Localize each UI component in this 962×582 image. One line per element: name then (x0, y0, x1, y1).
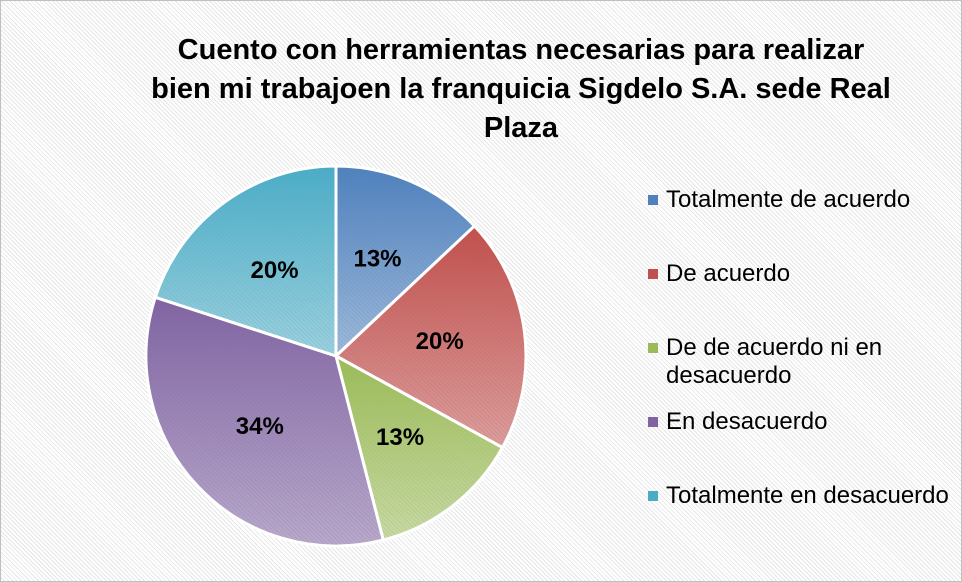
legend: Totalmente de acuerdo De acuerdo De de acu… (646, 186, 951, 510)
legend-item: En desacuerdo (646, 408, 951, 436)
legend-label: En desacuerdo (666, 408, 828, 435)
legend-item: De de acuerdo ni en desacuerdo (646, 334, 951, 390)
legend-label: De de acuerdo ni en desacuerdo (666, 334, 883, 389)
data-label: 20% (416, 328, 464, 355)
legend-item: Totalmente en desacuerdo (646, 482, 951, 510)
legend-item: Totalmente de acuerdo (646, 186, 951, 214)
legend-swatch (648, 195, 658, 205)
chart-title: Cuento con herramientas necesarias para … (151, 34, 891, 144)
legend-swatch (648, 491, 658, 501)
pie-slice (334, 164, 477, 360)
pie-slice (153, 164, 338, 359)
legend-swatch (648, 343, 658, 353)
legend-label: De acuerdo (666, 260, 791, 287)
pie-slice (333, 223, 528, 450)
legend-item: De acuerdo (646, 260, 951, 288)
pie-slice (333, 353, 505, 542)
data-label: 20% (251, 257, 299, 284)
data-label: 13% (376, 424, 424, 451)
legend-label: Totalmente en desacuerdo (666, 482, 949, 509)
legend-swatch (648, 269, 658, 279)
legend-swatch (648, 417, 658, 427)
legend-label: Totalmente de acuerdo (666, 186, 911, 213)
data-label: 13% (353, 245, 401, 272)
data-label: 34% (236, 413, 284, 440)
pie-slice (144, 295, 386, 548)
